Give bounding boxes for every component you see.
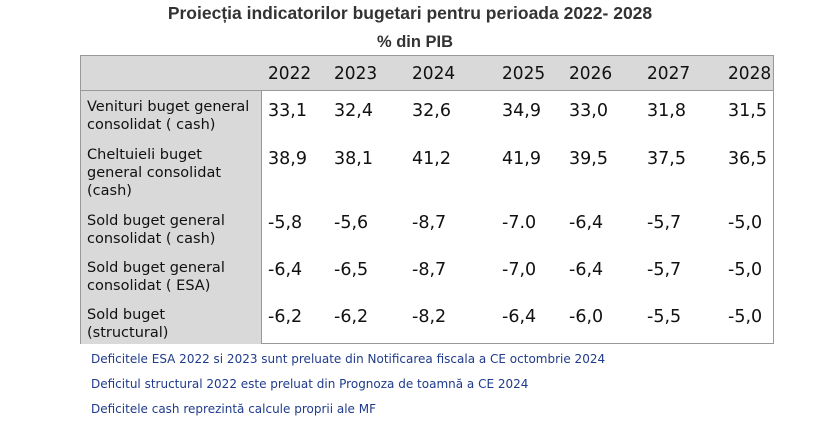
year-header-2027: 2027 (647, 64, 691, 84)
table-cell: -7.0 (502, 213, 537, 233)
table-cell: -6,4 (502, 307, 537, 327)
table-cell: 41,9 (502, 149, 541, 169)
footnote-structural: Deficitul structural 2022 este preluat d… (91, 377, 529, 391)
table-cell: 38,1 (334, 149, 373, 169)
table-cell: -5,6 (334, 213, 369, 233)
row-label-venituri: Venituri buget general consolidat ( cash… (87, 99, 250, 133)
table-cell: -5,5 (647, 307, 682, 327)
year-header-2025: 2025 (502, 64, 546, 84)
table-cell: -6,4 (569, 213, 604, 233)
table-cell: -7,0 (502, 260, 537, 280)
unit-subtitle: % din PIB (376, 33, 454, 51)
row-label-sold-cash: Sold buget general consolidat ( cash) (87, 213, 225, 247)
table-cell: 39,5 (569, 149, 608, 169)
row-label-column (80, 91, 262, 344)
row-label-sold-esa: Sold buget general consolidat ( ESA) (87, 260, 225, 294)
table-cell: -5,0 (728, 213, 763, 233)
footnote-cash: Deficitele cash reprezintă calcule propr… (91, 402, 377, 416)
table-cell: -5,8 (268, 213, 303, 233)
table-cell: 33,0 (569, 101, 608, 121)
table-cell: 37,5 (647, 149, 686, 169)
page-title: Proiecția indicatorilor bugetari pentru … (167, 3, 653, 23)
table-cell: -6,2 (334, 307, 369, 327)
table-cell: -6,0 (569, 307, 604, 327)
year-header-2022: 2022 (268, 64, 312, 84)
table-cell: -5,7 (647, 260, 682, 280)
table-cell: -8,7 (412, 213, 447, 233)
row-label-cheltuieli: Cheltuieli buget general consolidat (cas… (87, 147, 222, 199)
table-cell: 36,5 (728, 149, 767, 169)
table-cell: -5,7 (647, 213, 682, 233)
table-cell: 38,9 (268, 149, 307, 169)
row-label-sold-structural: Sold buget (structural) (87, 307, 169, 341)
table-cell: 33,1 (268, 101, 307, 121)
table-cell: -8,2 (412, 307, 447, 327)
table-cell: -6,5 (334, 260, 369, 280)
footnote-esa: Deficitele ESA 2022 si 2023 sunt preluat… (91, 352, 606, 366)
year-header-2023: 2023 (334, 64, 378, 84)
table-cell: 32,6 (412, 101, 451, 121)
table-cell: 34,9 (502, 101, 541, 121)
year-header-2024: 2024 (412, 64, 456, 84)
table-cell: 41,2 (412, 149, 451, 169)
table-cell: 31,5 (728, 101, 767, 121)
table-cell: 32,4 (334, 101, 373, 121)
table-cell: -6,2 (268, 307, 303, 327)
table-cell: 31,8 (647, 101, 686, 121)
table-cell: -8,7 (412, 260, 447, 280)
year-header-2028: 2028 (728, 64, 772, 84)
table-cell: -5,0 (728, 260, 763, 280)
year-header-2026: 2026 (569, 64, 613, 84)
table-cell: -5,0 (728, 307, 763, 327)
table-cell: -6,4 (268, 260, 303, 280)
table-cell: -6,4 (569, 260, 604, 280)
table-header (80, 55, 774, 91)
